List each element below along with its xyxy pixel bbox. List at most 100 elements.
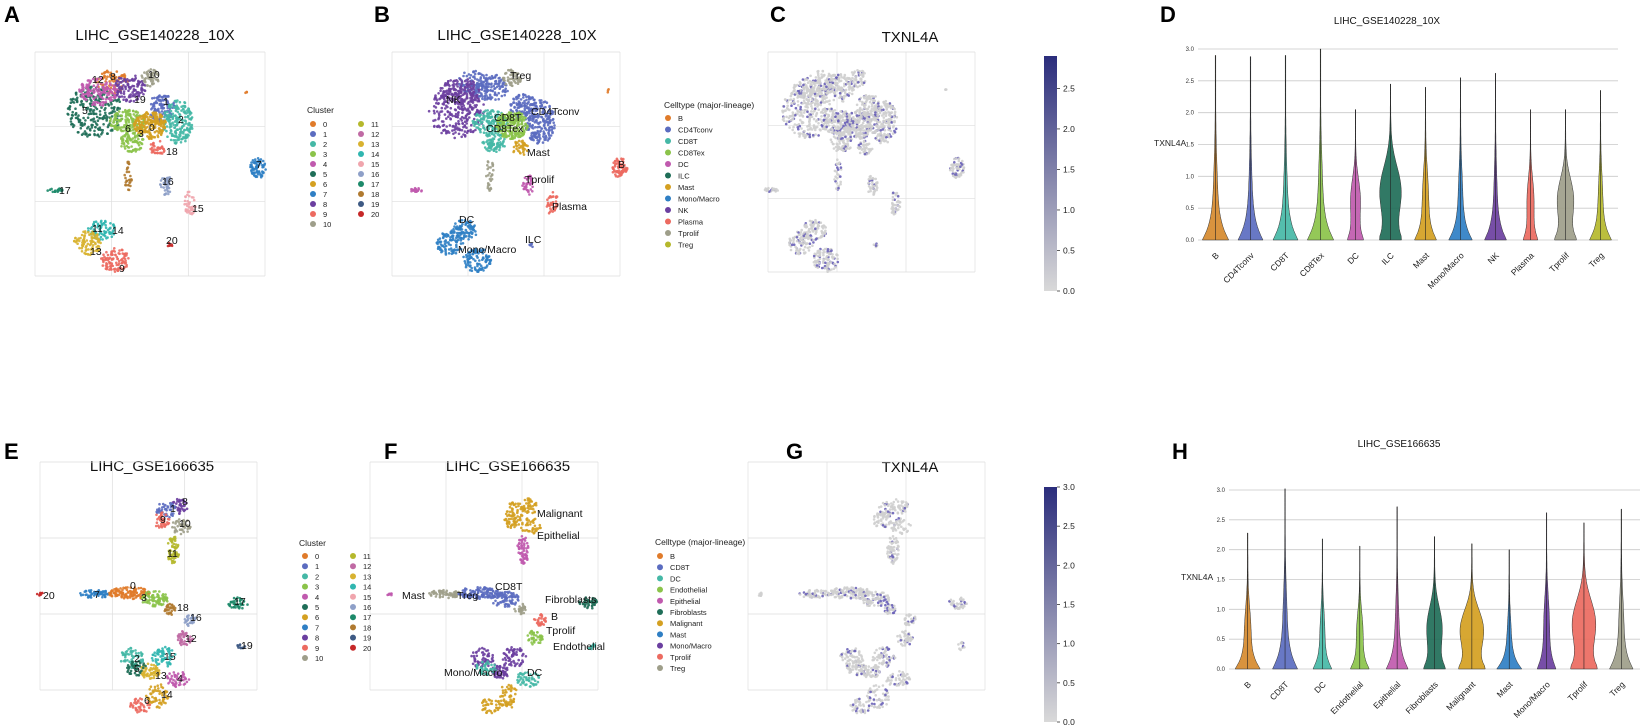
cell-point [80, 94, 83, 97]
cell-point [245, 90, 248, 94]
cell-point [796, 112, 799, 116]
cell-point [825, 81, 829, 85]
cell-point [488, 116, 492, 119]
cell-point [79, 236, 82, 240]
cell-point [824, 120, 827, 124]
cell-point [801, 95, 805, 99]
cell-point [183, 199, 187, 203]
cell-point [538, 134, 541, 137]
cell-point [611, 170, 615, 174]
cell-point [447, 90, 451, 93]
cell-point [439, 89, 442, 93]
cell-point [618, 174, 621, 178]
cell-point [129, 93, 132, 96]
cell-point [828, 130, 831, 134]
cell-point [541, 141, 545, 144]
cell-point [459, 239, 463, 242]
cell-point [97, 87, 101, 91]
cell-point [125, 99, 128, 103]
cell-point [127, 188, 131, 192]
cell-point [472, 87, 476, 91]
cell-point [100, 106, 103, 109]
cell-point [790, 91, 794, 95]
panel-label-b: B [374, 2, 390, 27]
panel-label-a: A [4, 2, 20, 27]
cell-point [90, 99, 93, 103]
cell-point [838, 91, 842, 95]
cell-point [89, 89, 93, 93]
cell-point [108, 112, 111, 115]
cell-point [449, 238, 452, 242]
cell-point [469, 100, 473, 103]
cell-point [486, 112, 489, 115]
cell-point [95, 235, 99, 238]
cell-point [133, 123, 137, 127]
cell-point [457, 119, 460, 123]
cell-point [86, 242, 90, 246]
cell-point [893, 115, 896, 119]
cell-point [473, 72, 477, 76]
cell-point [865, 97, 868, 100]
cell-point [118, 100, 121, 103]
cell-point [861, 100, 864, 104]
cell-point [184, 115, 187, 119]
cell-point [186, 193, 189, 197]
cell-point [811, 101, 814, 104]
cell-point [111, 253, 114, 256]
cell-point [260, 174, 264, 177]
cell-point [486, 164, 489, 167]
cell-point [810, 110, 813, 113]
cell-point [792, 125, 795, 129]
cell-point [86, 227, 90, 230]
cell-point [446, 81, 450, 85]
cell-point [504, 82, 508, 86]
cell-point [464, 86, 467, 89]
cell-point [829, 74, 833, 78]
cell-point [165, 129, 168, 133]
cell-point [517, 96, 520, 100]
cell-point [128, 79, 132, 82]
cell-point [540, 127, 543, 130]
cell-point [449, 236, 452, 239]
cell-point [852, 71, 856, 75]
cell-point [517, 93, 521, 97]
cell-point [449, 230, 453, 234]
cell-point [515, 147, 518, 151]
cell-point [124, 183, 127, 187]
cell-point [451, 238, 455, 241]
cell-point [467, 73, 471, 76]
cell-point [522, 141, 525, 145]
cell-point [86, 79, 90, 82]
cell-point [551, 191, 555, 194]
cell-point [117, 95, 121, 99]
cell-point [135, 119, 139, 122]
cell-point [70, 122, 74, 126]
cell-point [808, 79, 812, 83]
cell-point [538, 130, 542, 133]
cell-point [112, 87, 115, 91]
cell-point [879, 141, 882, 145]
cell-point [410, 187, 413, 191]
cell-point [875, 135, 879, 138]
cell-point [470, 123, 473, 127]
cell-point [174, 131, 178, 135]
cell-point [108, 119, 112, 123]
cell-point [183, 203, 186, 206]
cell-point [441, 124, 445, 127]
cell-point [181, 107, 185, 111]
cell-point [844, 110, 848, 113]
cell-point [854, 84, 858, 88]
cell-point [84, 246, 88, 249]
cell-point [178, 127, 182, 130]
cell-point [893, 113, 897, 116]
cell-point [146, 84, 149, 87]
cell-point [472, 75, 475, 79]
cell-point [814, 126, 817, 129]
cell-point [787, 98, 791, 102]
cell-point [795, 91, 798, 95]
cell-point [467, 107, 470, 110]
cell-point [844, 91, 847, 95]
cell-point [143, 89, 147, 93]
cell-point [127, 160, 130, 164]
cell-point [443, 234, 447, 238]
